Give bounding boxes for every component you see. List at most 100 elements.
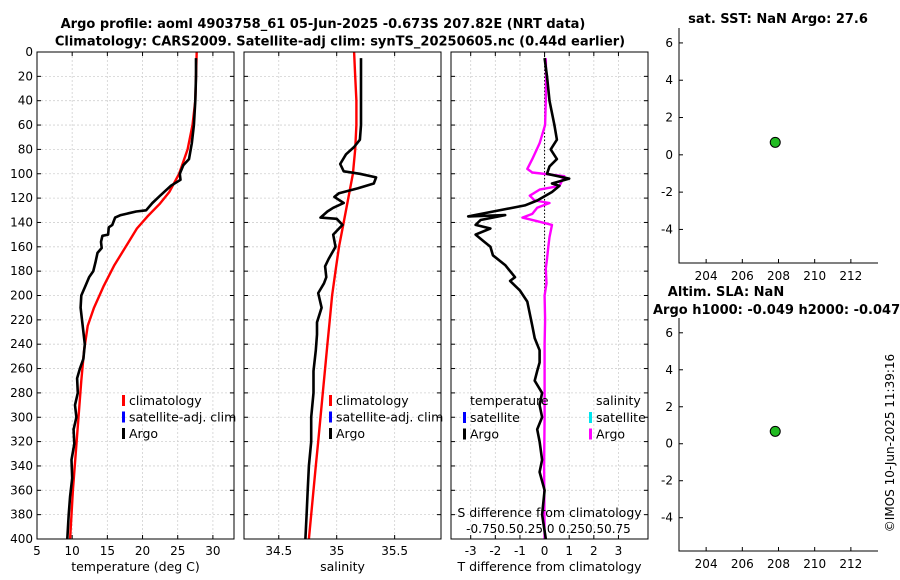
x-tick-label: 212 — [839, 557, 862, 571]
x-tick-label: -3 — [465, 544, 477, 558]
y-tick-label: 40 — [18, 94, 33, 108]
legend-label: Argo — [129, 426, 158, 441]
legend-label: Argo — [596, 427, 625, 442]
series-line-argo — [66, 58, 198, 540]
plot-frame — [36, 51, 235, 540]
y-tick-label: 160 — [10, 240, 33, 254]
y-tick-label: -2 — [661, 474, 673, 488]
legend-label: Argo — [470, 427, 499, 442]
x-tick-label: 206 — [731, 269, 754, 283]
legend-swatch — [589, 412, 592, 423]
top-axis-label: S difference from climatology — [457, 505, 642, 520]
x-tick-label: 1 — [565, 544, 573, 558]
y-tick-label: 60 — [18, 118, 33, 132]
sla-panel: -4 -2 0 2 4 6 204 206 208 210 212 Altim. SLA: NaN Ar… — [653, 285, 900, 571]
y-tick-label: 180 — [10, 264, 33, 278]
legend-swatch — [329, 411, 332, 423]
legend-label: satellite-adj. clim — [336, 410, 443, 425]
y-tick-label: 200 — [10, 289, 33, 303]
difference-profile-panel: -3 -2 -1 0 1 2 3T difference from climatology t… — [450, 51, 649, 574]
title-line-1: Argo profile: aoml 4903758_61 05-Jun-202… — [61, 17, 586, 32]
legend-label: climatology — [336, 393, 409, 408]
x-axis-label: salinity — [320, 559, 365, 574]
imos-timestamp: ©IMOS 10-Jun-2025 11:39:16 — [883, 354, 897, 532]
y-tick-label: 240 — [10, 337, 33, 351]
y-tick-label: 4 — [665, 73, 673, 87]
legend-swatch — [122, 395, 125, 406]
series-line-argo — [304, 58, 378, 540]
x-tick-label: 35.5 — [381, 544, 408, 558]
sst-panel-title: sat. SST: NaN Argo: 27.6 — [688, 12, 868, 27]
top-axis-ticklabels: -0.750.50.25 0 0.250.50.75 — [466, 522, 631, 536]
y-tick-label: 280 — [10, 386, 33, 400]
y-tick-label: 6 — [665, 36, 673, 50]
x-tick-label: 0 — [541, 544, 549, 558]
legend-swatch — [463, 412, 466, 423]
y-tick-label: 2 — [665, 111, 673, 125]
x-tick-label: 210 — [803, 557, 826, 571]
x-tick-label: 206 — [731, 557, 754, 571]
y-tick-label: 380 — [10, 508, 33, 522]
axis-lines — [678, 318, 878, 552]
y-tick-label: 2 — [665, 400, 673, 414]
y-tick-label: 300 — [10, 410, 33, 424]
data-point — [769, 425, 781, 437]
y-tick-label: -4 — [661, 222, 673, 236]
y-tick-label: 340 — [10, 459, 33, 473]
x-tick-label: 10 — [65, 544, 80, 558]
x-tick-label: 5 — [33, 544, 41, 558]
legend-label: climatology — [129, 393, 202, 408]
y-tick-label: 20 — [18, 69, 33, 83]
y-tick-label: -4 — [661, 511, 673, 525]
x-tick-label: 208 — [767, 557, 790, 571]
series-line-climatology — [68, 51, 198, 540]
y-tick-label: 4 — [665, 363, 673, 377]
legend-swatch — [329, 395, 332, 406]
temperature-profile-panel: 0 20 40 60 80 100 120 140 160 180 200 220 240 260 280 3… — [10, 45, 236, 574]
legend-swatch — [589, 428, 592, 440]
legend-label: Argo — [336, 426, 365, 441]
y-tick-label: 100 — [10, 167, 33, 181]
x-tick-label: 204 — [695, 557, 718, 571]
y-tick-label: 140 — [10, 215, 33, 229]
legend-title-temperature: temperature — [470, 393, 549, 408]
series-line-climatology — [307, 51, 358, 540]
x-tick-label: 208 — [767, 269, 790, 283]
axis-lines — [678, 28, 878, 264]
x-axis-label: T difference from climatology — [456, 559, 642, 574]
x-tick-label: 3 — [615, 544, 623, 558]
x-tick-label: 210 — [803, 269, 826, 283]
x-tick-label: -1 — [514, 544, 526, 558]
x-tick-label: 212 — [839, 269, 862, 283]
sla-panel-title: Altim. SLA: NaN — [668, 285, 784, 300]
legend-label: satellite-adj. clim — [129, 410, 236, 425]
salinity-profile-panel: 34.5 35 35.5 salinity climatology satellite-a… — [243, 51, 443, 574]
legend-swatch — [329, 428, 332, 439]
x-tick-label: 35 — [329, 544, 344, 558]
legend-swatch — [122, 411, 125, 423]
legend-swatch — [463, 428, 466, 440]
x-axis-label: temperature (deg C) — [71, 559, 200, 574]
y-tick-label: 400 — [10, 532, 33, 546]
legend-title-salinity: salinity — [596, 393, 641, 408]
y-tick-label: 260 — [10, 362, 33, 376]
x-tick-label: -2 — [489, 544, 501, 558]
y-tick-label: 0 — [665, 437, 673, 451]
sla-panel-subtitle: Argo h1000: -0.049 h2000: -0.047 — [653, 303, 900, 318]
x-tick-label: 2 — [590, 544, 598, 558]
y-tick-label: 360 — [10, 483, 33, 497]
x-tick-label: 15 — [100, 544, 115, 558]
x-tick-label: 34.5 — [265, 544, 292, 558]
legend-swatch — [122, 428, 125, 439]
x-tick-label: 25 — [170, 544, 185, 558]
x-tick-label: 204 — [695, 269, 718, 283]
series-line-salinity-argo — [521, 58, 566, 540]
title-line-2: Climatology: CARS2009. Satellite-adj cli… — [55, 35, 625, 50]
y-tick-label: 80 — [18, 142, 33, 156]
y-tick-label: 120 — [10, 191, 33, 205]
y-tick-label: -2 — [661, 185, 673, 199]
legend-label: satellite — [470, 410, 520, 425]
plot-frame — [243, 51, 442, 540]
y-tick-label: 6 — [665, 326, 673, 340]
